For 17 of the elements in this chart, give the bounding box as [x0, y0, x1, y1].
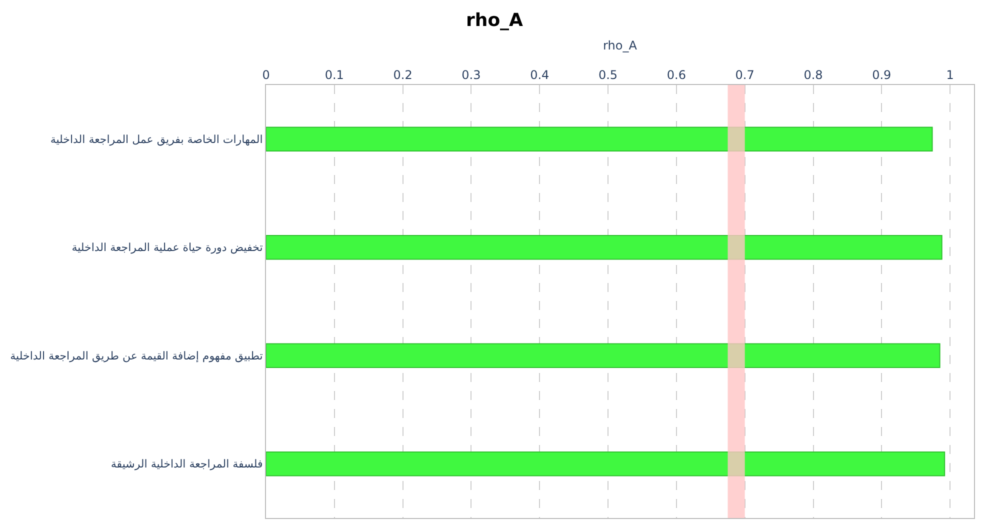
- y-tick-label: المهارات الخاصة بفريق عمل المراجعة الداخلية: [50, 132, 263, 146]
- x-tick-label: 0.6: [666, 68, 686, 82]
- x-tick-label: 0.8: [804, 68, 823, 82]
- y-tick-label: فلسفة المراجعة الداخلية الرشيقة: [110, 458, 263, 471]
- chart-title: rho_A: [466, 10, 524, 31]
- x-tick-label: 0.2: [393, 68, 412, 82]
- x-tick-label: 0.5: [598, 68, 618, 82]
- y-tick-label: تطبيق مفهوم إضافة القيمة عن طريق المراجعة الداخلية: [10, 349, 263, 362]
- x-tick-label: 0.3: [462, 68, 481, 82]
- x-tick-label: 0.4: [530, 68, 550, 82]
- x-tick-label: 0: [262, 68, 270, 82]
- y-tick-label: تخفيض دورة حياة عملية المراجعة الداخلية: [72, 241, 263, 254]
- x-tick-label: 0.7: [735, 68, 754, 82]
- x-axis-title: rho_A: [603, 38, 638, 52]
- x-tick-label: 1: [946, 68, 954, 82]
- x-tick-label: 0.1: [324, 68, 344, 82]
- x-tick-label: 0.9: [872, 68, 892, 82]
